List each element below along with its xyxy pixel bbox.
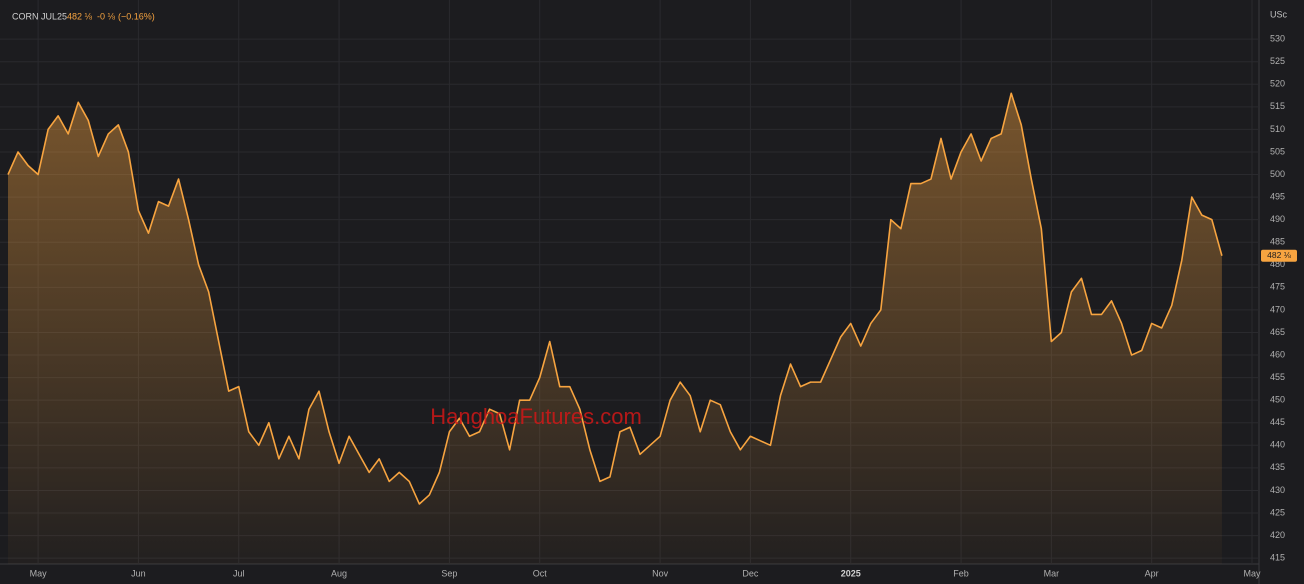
price-tag-label: 482 ⅛	[1267, 250, 1292, 260]
y-tick-label: 455	[1270, 372, 1285, 382]
y-tick-label: 425	[1270, 507, 1285, 517]
y-tick-label: 435	[1270, 462, 1285, 472]
x-tick-label: Apr	[1145, 568, 1159, 578]
x-tick-label: Feb	[953, 568, 969, 578]
x-tick-label: May	[1243, 568, 1261, 578]
area-fill	[8, 93, 1222, 564]
x-tick-label: May	[30, 568, 48, 578]
y-tick-label: 420	[1270, 530, 1285, 540]
x-tick-label: Jun	[131, 568, 146, 578]
y-tick-label: 445	[1270, 417, 1285, 427]
price-line	[7, 92, 1223, 505]
price: 482 ⅛	[67, 11, 93, 21]
change: -0 ⅛	[97, 11, 116, 21]
y-tick-label: 460	[1270, 349, 1285, 359]
unit: USc	[1270, 9, 1288, 19]
x-tick-label: Sep	[441, 568, 457, 578]
y-tick-label: 505	[1270, 146, 1285, 156]
y-tick-label: 485	[1270, 237, 1285, 247]
y-tick-label: 415	[1270, 553, 1285, 563]
y-tick-label: 430	[1270, 485, 1285, 495]
x-tick-label: Dec	[742, 568, 759, 578]
y-tick-label: 520	[1270, 79, 1285, 89]
watermark: HanghoaFutures.com	[430, 404, 642, 429]
y-tick-label: 515	[1270, 101, 1285, 111]
x-tick-label: 2025	[841, 568, 861, 578]
y-tick-label: 475	[1270, 282, 1285, 292]
y-tick-label: 525	[1270, 56, 1285, 66]
y-tick-label: 450	[1270, 395, 1285, 405]
x-tick-label: Nov	[652, 568, 669, 578]
x-tick-label: Mar	[1044, 568, 1060, 578]
y-tick-label: 480	[1270, 259, 1285, 269]
y-tick-label: 465	[1270, 327, 1285, 337]
symbol: CORN JUL25	[12, 11, 67, 21]
y-tick-label: 440	[1270, 440, 1285, 450]
x-tick-label: Jul	[233, 568, 245, 578]
y-tick-label: 495	[1270, 191, 1285, 201]
y-tick-label: 470	[1270, 304, 1285, 314]
y-tick-label: 530	[1270, 34, 1285, 44]
y-tick-label: 510	[1270, 124, 1285, 134]
x-tick-label: Oct	[533, 568, 548, 578]
y-tick-label: 490	[1270, 214, 1285, 224]
y-tick-label: 500	[1270, 169, 1285, 179]
price-tag	[1261, 249, 1297, 262]
change-pct: (−0.16%)	[118, 11, 155, 21]
x-tick-label: Aug	[331, 568, 347, 578]
